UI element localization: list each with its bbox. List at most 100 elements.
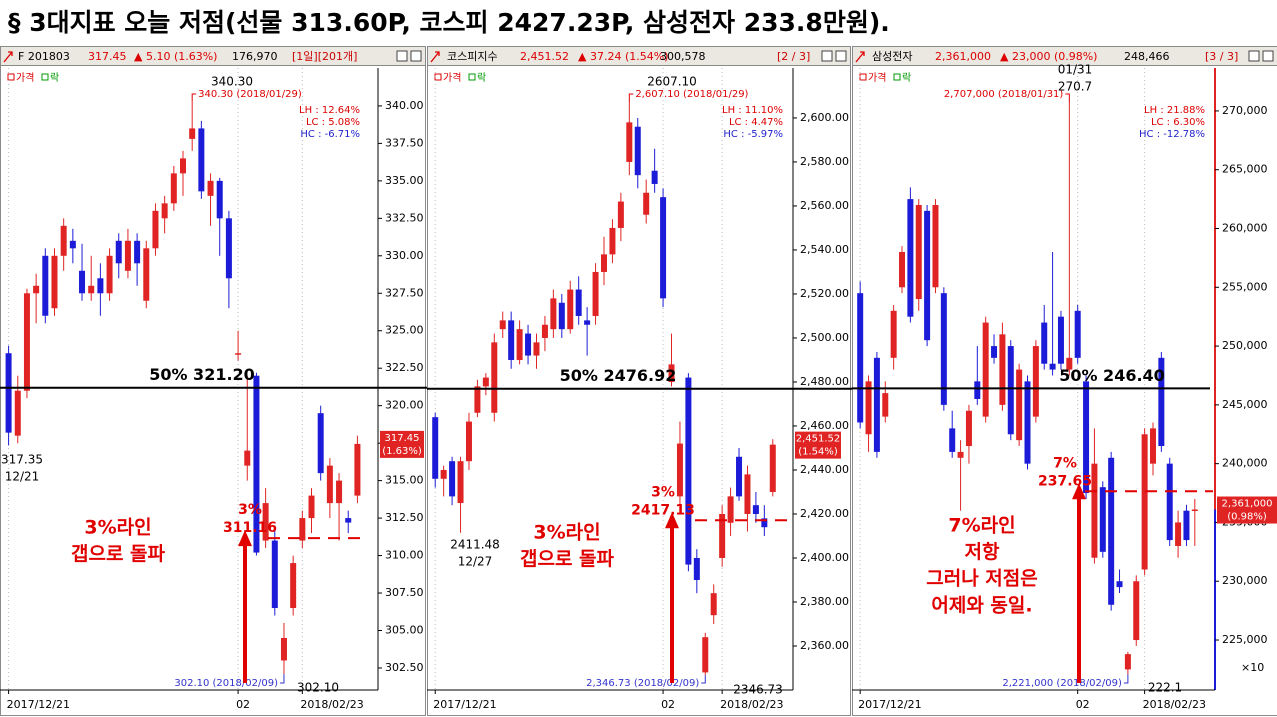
price-tag bbox=[380, 430, 424, 458]
candle-body bbox=[727, 496, 734, 523]
x-tick-label: 2017/12/21 bbox=[7, 698, 70, 711]
y-tick-label: 2,440.00 bbox=[800, 463, 849, 476]
header-icon bbox=[855, 51, 865, 63]
annotation: 갭으로 돌파 bbox=[520, 548, 615, 570]
candle-body bbox=[558, 302, 565, 330]
candle-body bbox=[516, 329, 523, 360]
candle-body bbox=[974, 381, 981, 399]
annotation: 저항 bbox=[965, 541, 1000, 563]
candle-body bbox=[253, 375, 260, 553]
stat-text: LH : 12.64% bbox=[299, 105, 360, 116]
y-tick-label: 310.00 bbox=[385, 549, 424, 562]
y-tick-label: 2,600.00 bbox=[800, 111, 849, 124]
candle-body bbox=[1049, 363, 1056, 370]
y-tick-label: 312.50 bbox=[385, 511, 424, 524]
candle-body bbox=[225, 218, 232, 279]
header-page: [3 / 3] bbox=[1205, 50, 1238, 63]
y-tick-label: 340.00 bbox=[385, 99, 424, 112]
y-tick-label: 2,540.00 bbox=[800, 243, 849, 256]
y-tick-label: 330.00 bbox=[385, 249, 424, 262]
candle-body bbox=[1066, 357, 1073, 370]
price-tag-pct: (1.63%) bbox=[382, 446, 422, 457]
candle-body bbox=[567, 289, 574, 330]
legend-box bbox=[468, 73, 476, 81]
x-tick-label: 02 bbox=[1076, 698, 1090, 711]
candle-body bbox=[752, 505, 759, 514]
y-tick-label: 325.00 bbox=[385, 324, 424, 337]
high-note-line bbox=[191, 93, 197, 102]
price-tag bbox=[795, 431, 841, 459]
annotation: 어제와 동일. bbox=[931, 594, 1032, 616]
candle-body bbox=[1166, 463, 1173, 541]
price-tag-label: 317.45 bbox=[385, 433, 420, 444]
candle-body bbox=[626, 122, 633, 162]
header-page: [2 / 3] bbox=[777, 50, 810, 63]
chart-panel: 코스피지수 2,451.52 ▲ 37.24 (1.54%)300,578 [2 / … bbox=[427, 46, 852, 716]
candle-body bbox=[244, 450, 251, 466]
low-note: 2,346.73 (2018/02/09) bbox=[586, 678, 699, 689]
annotation: 3%라인 bbox=[533, 522, 600, 544]
candle-body bbox=[1108, 457, 1115, 605]
level-label: 50% 246.40 bbox=[1059, 366, 1165, 385]
x-tick-label: 02 bbox=[661, 698, 675, 711]
candle-body bbox=[1041, 322, 1048, 364]
candle-body bbox=[440, 469, 447, 479]
y-tick-label: 230,000 bbox=[1222, 574, 1268, 587]
candle-body bbox=[1158, 357, 1165, 447]
candle-body bbox=[890, 310, 897, 358]
annotation: 302.10 bbox=[297, 681, 339, 695]
annotation: 3%라인 bbox=[84, 517, 151, 539]
candle-body bbox=[88, 285, 95, 294]
candle-body bbox=[769, 444, 776, 492]
candle-body bbox=[924, 210, 931, 341]
header-button bbox=[410, 50, 422, 62]
candle-body bbox=[1124, 654, 1131, 670]
legend-label: 가격 bbox=[16, 71, 34, 84]
candle-body bbox=[308, 495, 315, 519]
candle-body bbox=[1024, 381, 1031, 464]
header-change: ▲ 23,000 (0.98%) bbox=[1000, 50, 1097, 63]
legend-label: 락 bbox=[50, 72, 59, 84]
candle-body bbox=[134, 240, 141, 264]
candle-body bbox=[299, 518, 306, 541]
y-tick-label: 225,000 bbox=[1222, 633, 1268, 646]
x-tick-label: 2018/02/23 bbox=[720, 698, 783, 711]
candle-body bbox=[1133, 581, 1140, 641]
candle-body bbox=[1183, 510, 1190, 541]
candle-body bbox=[932, 204, 939, 288]
header-volume: 176,970 bbox=[232, 50, 278, 63]
level-label: 50% 321.20 bbox=[149, 365, 255, 384]
candle-body bbox=[907, 199, 914, 317]
y-tick-label: 327.50 bbox=[385, 286, 424, 299]
candle-body bbox=[660, 197, 667, 299]
y-tick-label: 2,560.00 bbox=[800, 199, 849, 212]
high-note: 2,707,000 (2018/01/31) bbox=[944, 89, 1064, 100]
legend-box bbox=[41, 73, 49, 81]
y-tick-label: 2,400.00 bbox=[800, 551, 849, 564]
candle-body bbox=[1083, 381, 1090, 494]
stat-text: LH : 21.88% bbox=[1144, 105, 1205, 116]
price-tag-pct: (0.98%) bbox=[1227, 512, 1267, 523]
candle-body bbox=[982, 322, 989, 417]
header-price: 317.45 bbox=[88, 50, 127, 63]
candle-body bbox=[5, 353, 12, 433]
header-change: ▲ 37.24 (1.54%) bbox=[578, 50, 668, 63]
candle-body bbox=[97, 278, 104, 294]
x-tick-label: 2018/02/23 bbox=[1143, 698, 1206, 711]
candle-body bbox=[14, 390, 21, 436]
y-tick-label: 240,000 bbox=[1222, 457, 1268, 470]
legend-box bbox=[893, 73, 901, 81]
candle-body bbox=[965, 410, 972, 447]
level-value-label: 237.65 bbox=[1038, 473, 1092, 489]
header-icon bbox=[3, 51, 13, 63]
candle-body bbox=[584, 320, 591, 325]
annotation: 2607.10 bbox=[647, 75, 697, 89]
y-tick-label: 322.50 bbox=[385, 361, 424, 374]
annotation: 12/27 bbox=[458, 554, 493, 568]
header-volume: 300,578 bbox=[660, 50, 706, 63]
y-tick-label: 320.00 bbox=[385, 399, 424, 412]
candle-body bbox=[940, 293, 947, 405]
stat-text: LH : 11.10% bbox=[722, 105, 783, 116]
level-label: 50% 2476.92 bbox=[560, 366, 677, 385]
